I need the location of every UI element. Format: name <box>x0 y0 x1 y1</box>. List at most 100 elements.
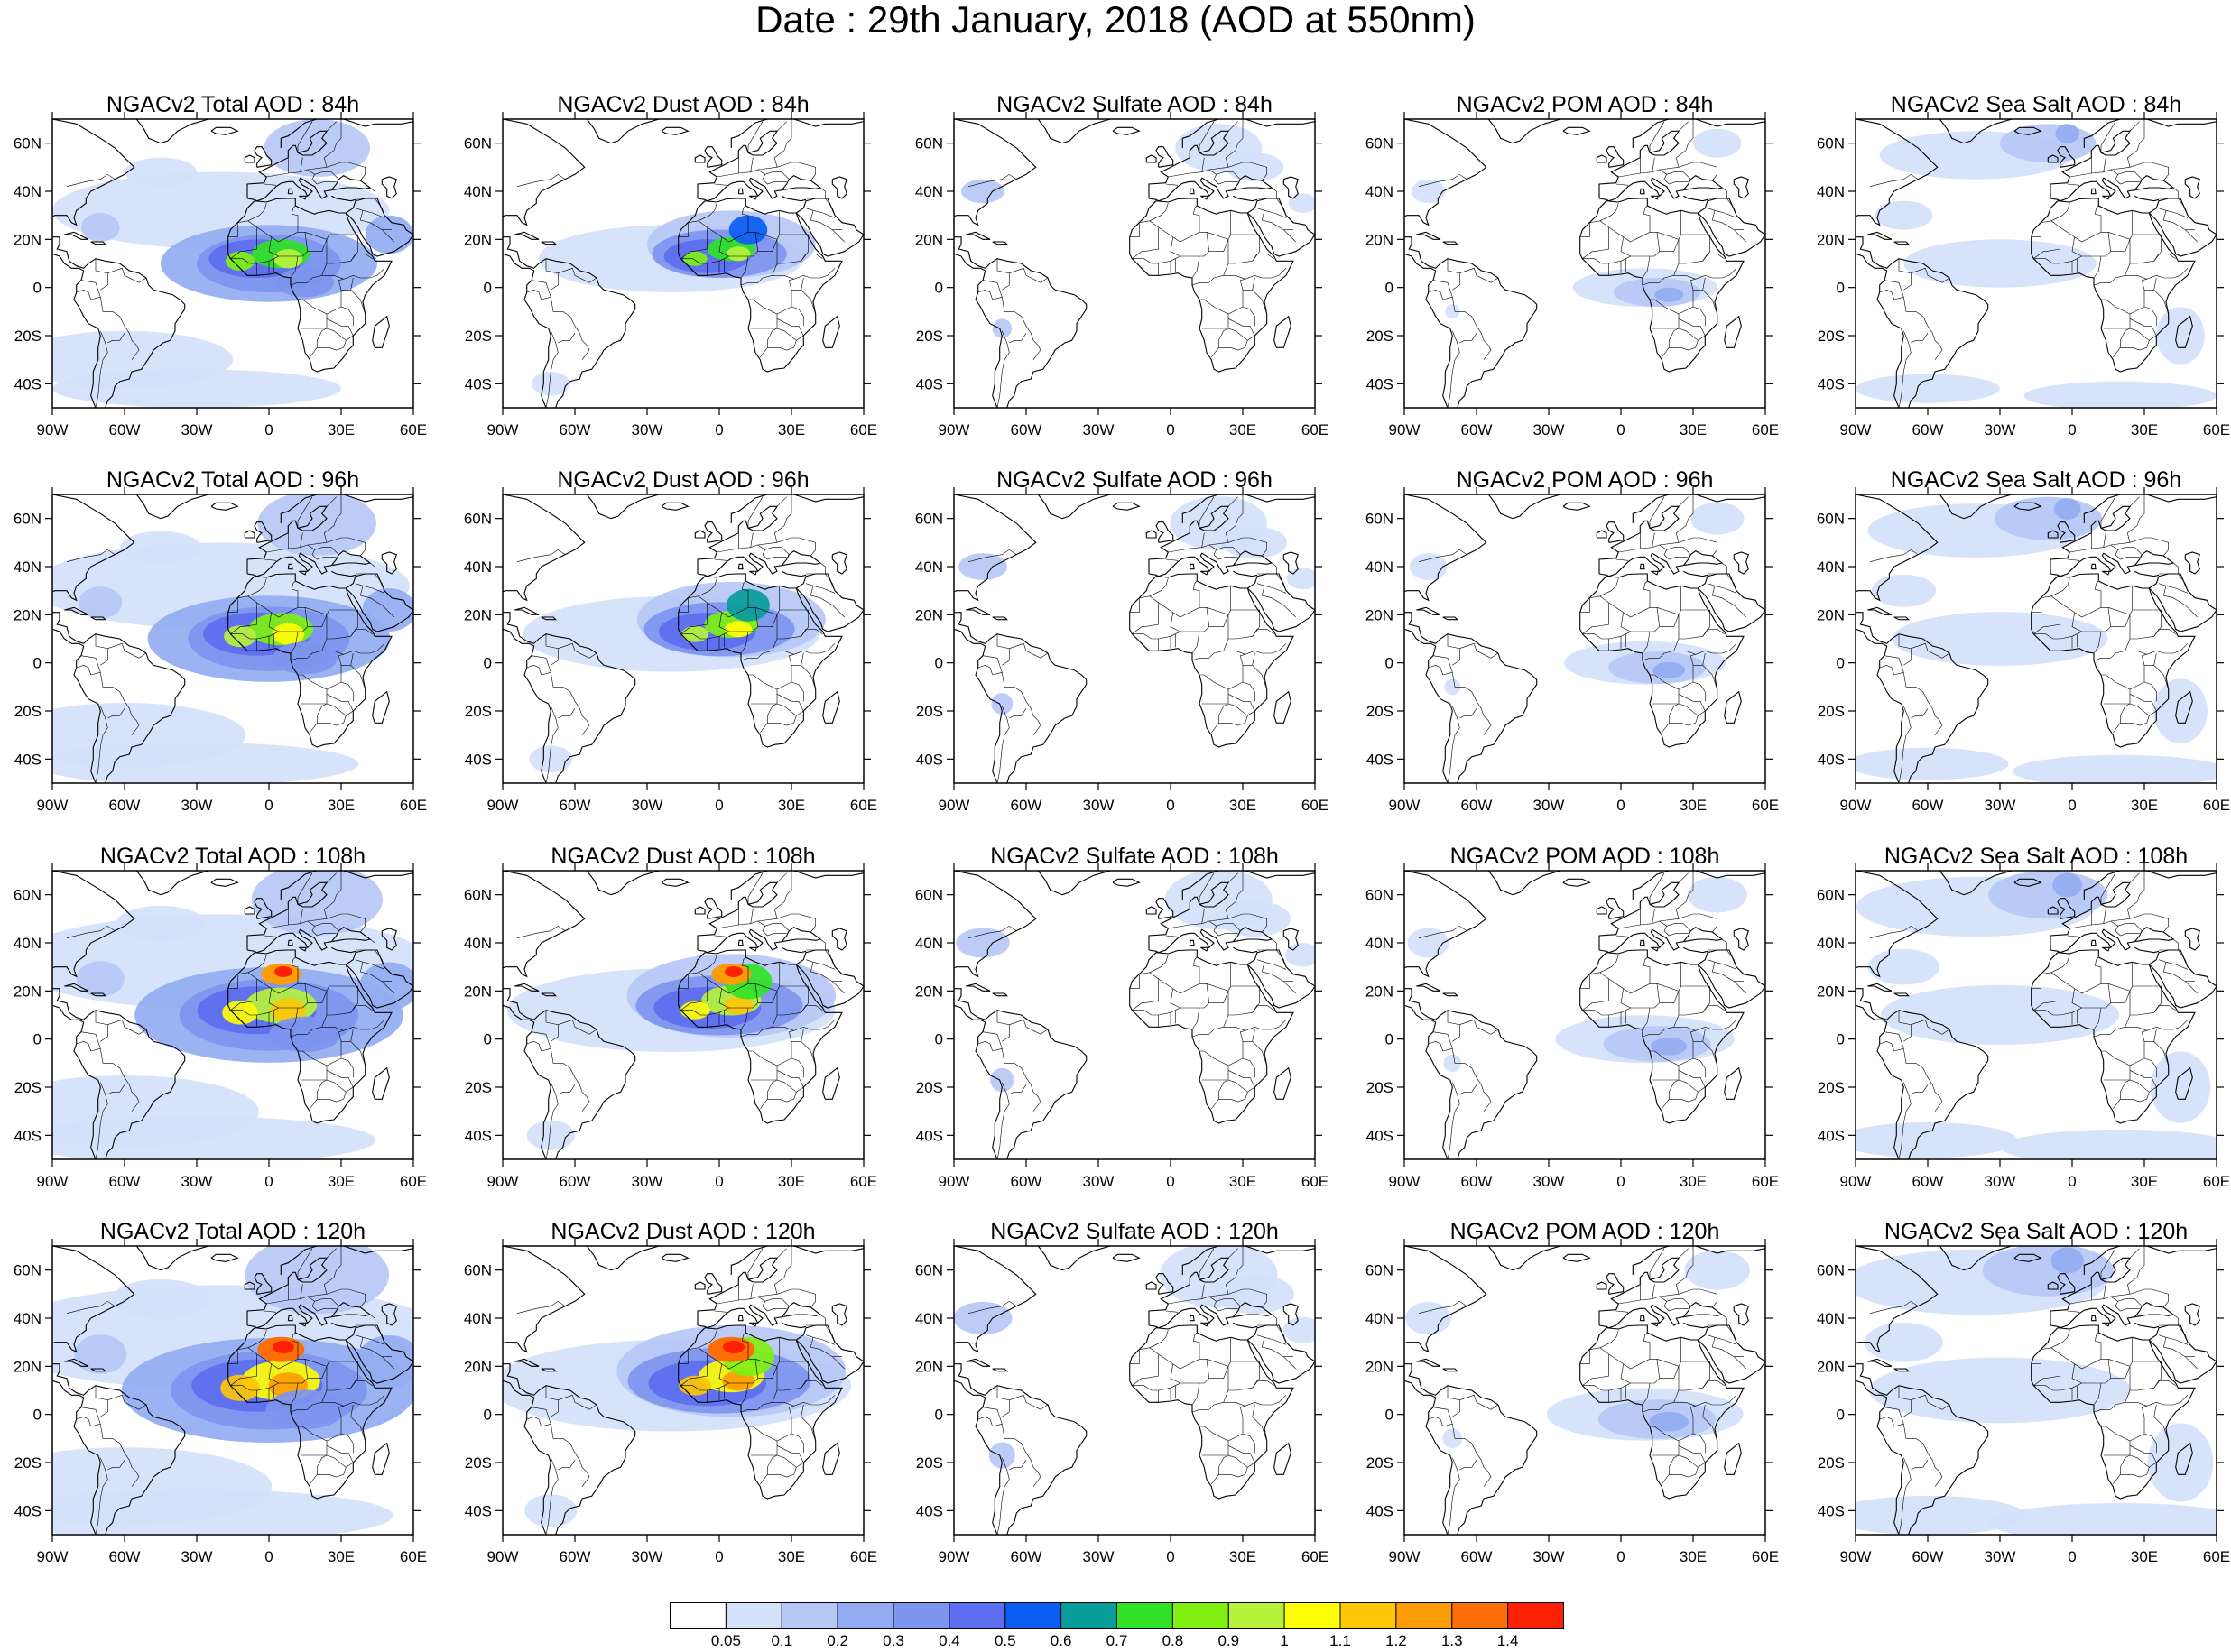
country-border <box>338 1406 344 1417</box>
coastline <box>1596 906 1607 915</box>
x-tick-label: 0 <box>2068 1548 2076 1565</box>
country-border <box>1208 920 1241 931</box>
x-tick-label: 30W <box>1533 797 1565 814</box>
aod-plume <box>680 1001 710 1020</box>
figure-title: Date : 29th January, 2018 (AOD at 550nm) <box>755 0 1476 41</box>
coastline <box>1181 494 1315 523</box>
country-border <box>1158 1332 1200 1370</box>
country-border <box>762 926 787 937</box>
country-border <box>786 871 792 895</box>
country-border <box>1191 1034 1209 1038</box>
country-border <box>767 1079 797 1103</box>
coastline <box>1148 550 1273 577</box>
country-border <box>375 949 385 967</box>
coastline <box>2013 502 2042 511</box>
country-border <box>326 496 337 507</box>
map-frame <box>1855 118 2217 409</box>
y-tick-label: 40S <box>1366 375 1393 392</box>
country-border <box>1428 1416 1443 1427</box>
country-border <box>1673 1014 1737 1031</box>
country-border <box>1702 254 1725 262</box>
x-tick-label: 60E <box>850 797 877 814</box>
x-tick-label: 90W <box>1840 1548 1872 1565</box>
country-border <box>1702 1417 1717 1442</box>
aod-plume <box>76 961 125 997</box>
country-border <box>1442 296 1492 360</box>
country-border <box>310 689 328 734</box>
aod-plume <box>1282 1316 1315 1343</box>
map-frame <box>51 118 414 409</box>
x-tick-label: 30E <box>1229 1173 1256 1190</box>
aod-plume <box>220 1374 260 1401</box>
country-border <box>2162 586 2195 605</box>
coastline <box>1181 119 1315 148</box>
country-border <box>788 279 794 291</box>
country-border <box>1608 1332 1651 1370</box>
country-border <box>1211 314 1229 358</box>
coastline <box>1856 1246 1939 1353</box>
map-frame <box>1855 494 2217 784</box>
country-border <box>526 664 542 676</box>
country-border <box>107 1394 147 1410</box>
country-border <box>707 1332 749 1370</box>
coastline <box>52 871 135 978</box>
y-tick-label: 40N <box>14 558 42 576</box>
y-tick-label: 60N <box>14 887 42 904</box>
country-border <box>740 631 749 654</box>
colorbar-label: 0.1 <box>771 1632 792 1647</box>
coastline <box>2090 563 2097 570</box>
country-border <box>119 1084 125 1093</box>
map-panel-pom-108h: NGACv2 POM AOD : 108h 90W 60W 30W 0 30E 60E 60N… <box>1365 844 1779 1190</box>
country-border <box>541 296 590 360</box>
country-border <box>230 972 257 1011</box>
country-border <box>1650 652 1706 690</box>
country-border <box>340 681 354 702</box>
x-tick-label: 30W <box>1533 1173 1565 1190</box>
coastline <box>1562 878 1591 887</box>
coastline <box>210 126 239 135</box>
country-border <box>1615 183 1629 186</box>
country-border <box>1227 1445 1255 1468</box>
coastline <box>2184 1303 2200 1326</box>
country-border <box>90 1047 140 1112</box>
country-border <box>321 638 385 655</box>
coastline <box>694 530 706 539</box>
country-border <box>336 871 342 895</box>
country-border <box>2178 949 2189 967</box>
aod-plume <box>226 251 255 271</box>
x-tick-label: 0 <box>1616 421 1625 438</box>
country-border <box>516 1300 566 1314</box>
coastline <box>1442 616 1459 621</box>
country-border <box>2185 605 2198 618</box>
x-tick-label: 60W <box>109 421 141 438</box>
country-border <box>317 1079 347 1103</box>
country-border <box>810 1337 842 1357</box>
country-border <box>1707 583 1737 594</box>
aod-field <box>52 871 413 1159</box>
y-tick-label: 20N <box>1365 606 1393 623</box>
colorbar-box <box>1283 1602 1341 1629</box>
y-tick-label: 40S <box>916 1127 943 1144</box>
x-tick-label: 90W <box>939 797 970 814</box>
coastline <box>661 878 690 887</box>
coastline <box>2013 1253 2042 1262</box>
country-border <box>1692 681 1706 702</box>
coastline <box>1155 898 1174 919</box>
coastline <box>2047 154 2059 163</box>
country-border <box>326 694 354 716</box>
country-border <box>290 658 308 661</box>
country-border <box>1165 558 1179 561</box>
country-border <box>748 1404 804 1442</box>
coastline <box>1683 195 1708 202</box>
panel-title: NGACv2 Sea Salt AOD : 108h <box>1884 844 2189 869</box>
panel-title: NGACv2 Sea Salt AOD : 120h <box>1884 1219 2189 1244</box>
country-border <box>1201 909 1205 924</box>
country-border <box>748 277 804 315</box>
country-border <box>2129 496 2140 507</box>
colorbar-label: 0.2 <box>827 1632 848 1647</box>
coastline <box>1145 906 1157 915</box>
coastline <box>1632 494 1765 523</box>
country-border <box>1642 1007 1651 1030</box>
aod-plume-peak <box>723 1341 745 1353</box>
